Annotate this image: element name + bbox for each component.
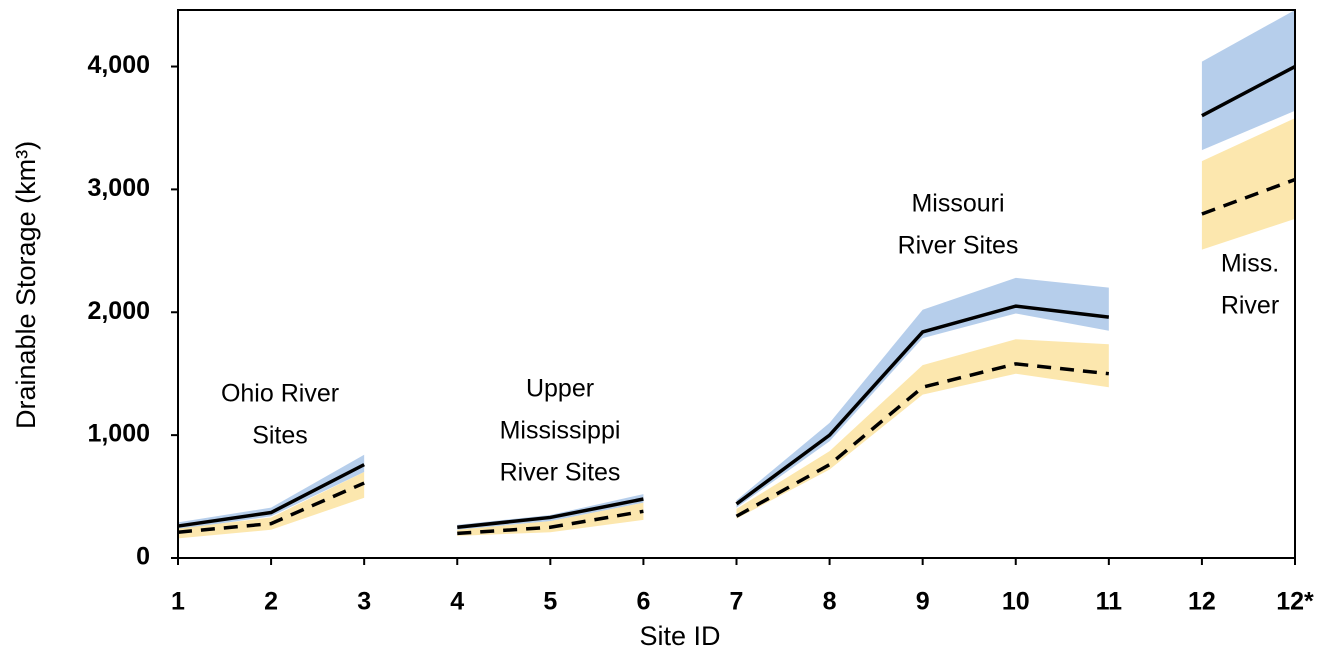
annotation: Upper: [526, 375, 594, 403]
series-line: [1201, 177, 1296, 216]
series-line: [177, 481, 365, 534]
uncertainty-band: [1201, 118, 1295, 250]
series-line: [735, 304, 1110, 506]
y-tick-label: 2,000: [87, 297, 150, 325]
x-tick-label: 11: [1096, 588, 1123, 616]
annotation: Missouri: [911, 190, 1004, 218]
annotation: River Sites: [898, 232, 1019, 260]
y-tick-label: 3,000: [87, 174, 150, 202]
annotation: River Sites: [500, 459, 621, 487]
x-tick-label: 3: [357, 588, 371, 616]
bands: [178, 10, 1295, 539]
series-line: [457, 497, 644, 530]
uncertainty-band: [457, 502, 644, 536]
x-tick-label: 7: [730, 588, 744, 616]
x-tick-label: 6: [636, 588, 650, 616]
x-tick-label: 4: [450, 588, 464, 616]
series-line: [177, 463, 365, 528]
uncertainty-band: [736, 339, 1109, 519]
annotation: Ohio River: [221, 380, 339, 408]
x-tick-label: 2: [264, 588, 278, 616]
x-tick-label: 1: [171, 588, 185, 616]
y-axis-title: Drainable Storage (km³): [11, 141, 41, 429]
uncertainty-band: [1201, 10, 1295, 151]
x-axis-title: Site ID: [639, 621, 720, 651]
series-line: [735, 362, 1110, 518]
lines: [177, 64, 1296, 536]
annotation: Miss.: [1221, 250, 1279, 278]
x-tick-label: 12: [1188, 588, 1216, 616]
y-tick-label: 1,000: [87, 420, 150, 448]
y-tick-label: 0: [136, 543, 150, 571]
x-tick-label: 10: [1002, 588, 1030, 616]
series-line: [1201, 64, 1296, 118]
uncertainty-band: [736, 277, 1109, 508]
annotation: River: [1221, 292, 1279, 320]
annotation: Mississippi: [500, 417, 621, 445]
x-tick-label: 5: [543, 588, 557, 616]
series-line: [457, 509, 644, 536]
annotation: Sites: [252, 422, 308, 450]
y-tick-label: 4,000: [87, 51, 150, 79]
x-tick-label: 12*: [1276, 588, 1314, 616]
x-tick-label: 8: [823, 588, 837, 616]
x-tick-label: 9: [916, 588, 930, 616]
